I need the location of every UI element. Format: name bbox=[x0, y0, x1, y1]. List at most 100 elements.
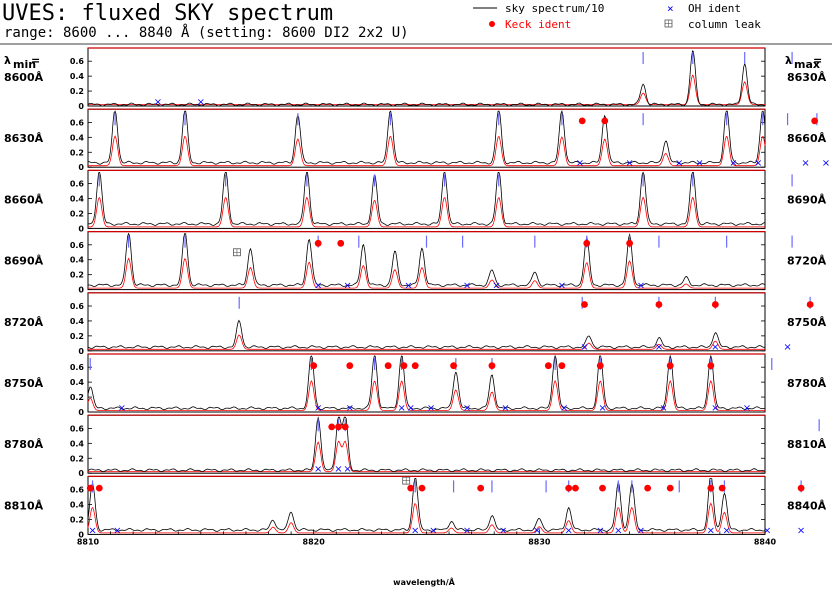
lambda-max-heading: λ max = bbox=[785, 54, 822, 71]
oh-ident-marker: × bbox=[695, 158, 703, 169]
keck-ident-marker bbox=[811, 117, 819, 125]
oh-ident-marker: × bbox=[492, 281, 500, 292]
oh-ident-marker: × bbox=[314, 281, 322, 292]
x-tick-label: 8840 bbox=[754, 537, 777, 546]
panel-lambda-min: 8780Å bbox=[4, 438, 44, 451]
sky-spectrum-scaled-line bbox=[88, 334, 765, 350]
panels-group: 8600Å 8630Å 0 0.2 0.4 0.6 × × 8630Å 8660Å 0 0.2 0.4 0… bbox=[4, 47, 830, 539]
y-tick-label: 0 bbox=[78, 224, 84, 233]
keck-ident-marker bbox=[806, 301, 814, 308]
keck-ident-marker bbox=[599, 484, 606, 492]
y-tick-label: 0 bbox=[78, 469, 84, 478]
oh-ident-marker: × bbox=[711, 342, 719, 353]
oh-ident-marker: × bbox=[346, 403, 354, 414]
y-tick-label: 0.4 bbox=[70, 72, 85, 81]
panel-lambda-min: 8750Å bbox=[4, 377, 44, 390]
oh-ident-marker: × bbox=[463, 525, 471, 536]
chart-title: UVES: fluxed SKY spectrum bbox=[2, 1, 333, 26]
svg-text:=: = bbox=[31, 54, 40, 67]
y-tick-label: 0.6 bbox=[70, 241, 85, 250]
y-tick-label: 0 bbox=[78, 408, 84, 417]
y-tick-label: 0.4 bbox=[70, 256, 85, 265]
keck-ident-marker bbox=[655, 301, 663, 308]
oh-ident-marker: × bbox=[314, 403, 322, 414]
sky-spectrum-line bbox=[87, 319, 765, 350]
oh-ident-marker: × bbox=[499, 525, 507, 536]
oh-ident-marker: × bbox=[580, 342, 588, 353]
panel-lambda-min: 8600Å bbox=[4, 71, 44, 84]
oh-ident-marker: × bbox=[411, 525, 419, 536]
y-tick-label: 0.2 bbox=[70, 515, 84, 524]
sky-spectrum-line bbox=[87, 477, 766, 532]
oh-ident-marker: × bbox=[754, 158, 762, 169]
panel-frame bbox=[87, 292, 766, 352]
panel-lambda-min: 8720Å bbox=[4, 316, 44, 329]
oh-ident-marker: × bbox=[637, 525, 645, 536]
keck-ident-marker bbox=[718, 484, 726, 492]
y-tick-label: 0.6 bbox=[70, 424, 85, 433]
oh-ident-marker: × bbox=[404, 281, 412, 292]
keck-ident-marker bbox=[86, 484, 94, 492]
oh-ident-marker: × bbox=[722, 525, 730, 536]
keck-ident-marker bbox=[558, 362, 566, 370]
keck-ident-marker bbox=[544, 362, 552, 370]
y-tick-label: 0.6 bbox=[70, 180, 85, 189]
y-tick-label: 0.2 bbox=[70, 209, 84, 218]
sky-spectrum-line bbox=[87, 171, 766, 226]
y-tick-label: 0 bbox=[78, 163, 84, 172]
y-tick-label: 0.2 bbox=[70, 271, 84, 280]
y-tick-label: 0.2 bbox=[70, 454, 84, 463]
oh-ident-marker: × bbox=[154, 97, 162, 108]
keck-ident-marker bbox=[310, 362, 318, 370]
y-tick-label: 0.4 bbox=[70, 378, 85, 387]
oh-ident-marker: × bbox=[334, 464, 342, 475]
svg-text:λ: λ bbox=[785, 54, 792, 67]
oh-ident-marker: × bbox=[533, 525, 541, 536]
panel-lambda-min: 8660Å bbox=[4, 193, 44, 206]
panel-frame bbox=[87, 47, 766, 107]
oh-ident-marker: × bbox=[655, 342, 663, 353]
keck-ident-marker bbox=[346, 362, 354, 370]
y-tick-label: 0.6 bbox=[70, 57, 85, 66]
oh-ident-marker: × bbox=[429, 525, 437, 536]
oh-ident-marker: × bbox=[797, 525, 805, 536]
oh-ident-marker: × bbox=[801, 158, 809, 169]
oh-ident-marker: × bbox=[197, 97, 205, 108]
keck-ident-marker bbox=[666, 484, 674, 492]
oh-ident-marker: × bbox=[564, 525, 572, 536]
keck-ident-marker bbox=[572, 484, 579, 492]
panel-lambda-max: 8630Å bbox=[787, 71, 827, 84]
y-tick-label: 0 bbox=[78, 102, 84, 111]
legend-sky-label: sky spectrum/10 bbox=[505, 2, 604, 15]
oh-ident-marker: × bbox=[397, 403, 405, 414]
keck-ident-marker bbox=[596, 362, 604, 370]
y-tick-label: 0.4 bbox=[70, 501, 85, 510]
y-tick-label: 0.4 bbox=[70, 439, 85, 448]
keck-ident-marker bbox=[407, 484, 415, 492]
keck-ident-marker bbox=[565, 484, 573, 492]
keck-ident-marker bbox=[626, 239, 633, 247]
y-tick-label: 0.2 bbox=[70, 148, 84, 157]
y-tick-label: 0.6 bbox=[70, 486, 85, 495]
oh-ident-marker: × bbox=[625, 158, 633, 169]
panel-lambda-max: 8840Å bbox=[787, 499, 827, 512]
sky-spectrum-line bbox=[87, 232, 766, 288]
y-tick-label: 0.4 bbox=[70, 195, 85, 204]
panel-lambda-min: 8630Å bbox=[4, 132, 44, 145]
panel-lambda-min: 8810Å bbox=[4, 499, 44, 512]
keck-ident-marker bbox=[666, 362, 674, 370]
oh-ident-marker: × bbox=[763, 525, 771, 536]
oh-ident-marker: × bbox=[558, 281, 566, 292]
oh-ident-marker: × bbox=[576, 158, 584, 169]
oh-ident-marker: × bbox=[463, 403, 471, 414]
keck-ident-marker bbox=[411, 362, 419, 370]
column-leak-marker bbox=[402, 476, 411, 485]
sky-spectrum-scaled-line bbox=[87, 502, 765, 534]
y-tick-label: 0 bbox=[78, 347, 84, 356]
